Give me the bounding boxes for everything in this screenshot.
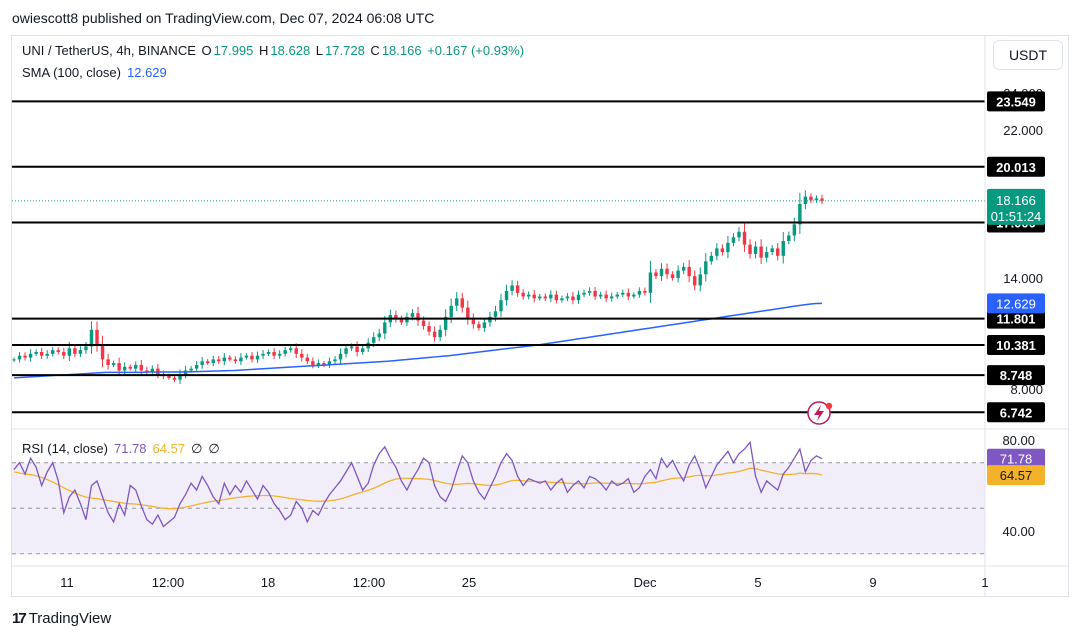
open-value: 17.995 [213, 43, 254, 58]
currency-button[interactable]: USDT [993, 40, 1063, 70]
low-value: 17.728 [325, 43, 365, 58]
change-value: +0.167 (+0.93%) [427, 43, 525, 58]
symbol-header: UNI / TetherUS, 4h, BINANCE O 17.995 H 18.… [22, 43, 526, 58]
published-line: owiescott8 published on TradingView.com,… [12, 10, 435, 26]
symbol-name[interactable]: UNI / TetherUS, 4h, BINANCE [22, 43, 196, 58]
rsi-ma-value: 64.57 [152, 441, 186, 456]
sma-label: SMA (100, close) [22, 65, 121, 80]
high-value: 18.628 [270, 43, 311, 58]
low-label: L [315, 43, 324, 58]
rsi-extra-1: ∅ [191, 441, 203, 456]
rsi-value: 71.78 [113, 441, 147, 456]
close-label: C [370, 43, 380, 58]
tv-mark-icon: 17 [12, 610, 27, 627]
tradingview-logo[interactable]: 17 TradingView [12, 610, 111, 627]
sma-value: 12.629 [127, 65, 167, 80]
close-value: 18.166 [381, 43, 422, 58]
rsi-label: RSI (14, close) [22, 441, 108, 456]
rsi-extra-2: ∅ [208, 441, 220, 456]
brand-name: TradingView [28, 610, 112, 627]
rsi-header[interactable]: RSI (14, close) 71.78 64.57 ∅ ∅ [22, 441, 220, 457]
high-label: H [259, 43, 269, 58]
sma-header[interactable]: SMA (100, close) 12.629 [22, 65, 167, 80]
open-label: O [201, 43, 212, 58]
chart-frame [11, 35, 1069, 597]
